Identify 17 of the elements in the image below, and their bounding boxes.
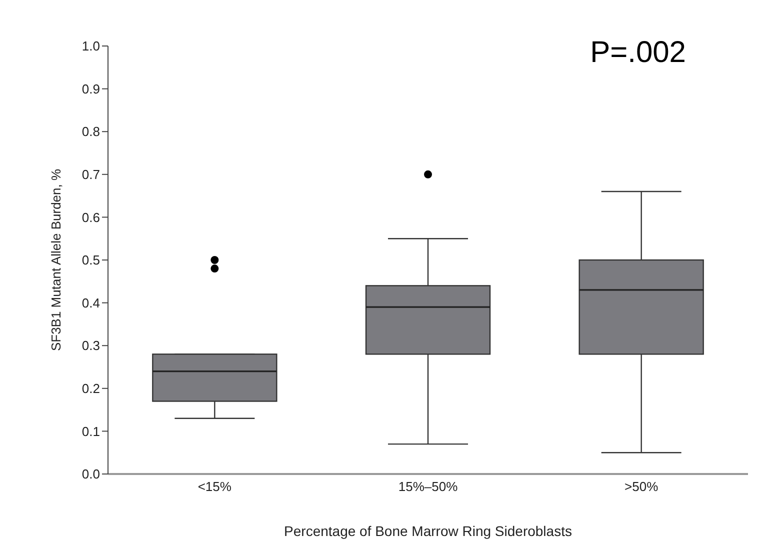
y-tick-label: 0.2 <box>82 381 100 396</box>
y-tick-label: 0.7 <box>82 167 100 182</box>
y-tick-label: 0.3 <box>82 338 100 354</box>
y-axis-title: SF3B1 Mutant Allele Burden, % <box>48 168 64 352</box>
y-tick-label: 0.6 <box>82 210 100 225</box>
y-tick-label: 0.8 <box>82 124 100 140</box>
annotation: P=.002 <box>590 36 686 69</box>
y-tick-label: 0.4 <box>82 295 100 310</box>
x-tick-label: 15%–50% <box>398 479 458 494</box>
y-tick-label: 0.0 <box>82 466 100 482</box>
y-tick-label: 1.0 <box>82 38 100 54</box>
x-tick-label: <15% <box>198 479 232 494</box>
x-tick-label: >50% <box>624 479 659 494</box>
x-axis-title: Percentage of Bone Marrow Ring Sideroblasts <box>284 523 572 539</box>
y-tick-label: 0.9 <box>82 81 100 96</box>
y-tick-label: 0.5 <box>82 252 100 268</box>
y-tick-label: 0.1 <box>82 424 100 439</box>
